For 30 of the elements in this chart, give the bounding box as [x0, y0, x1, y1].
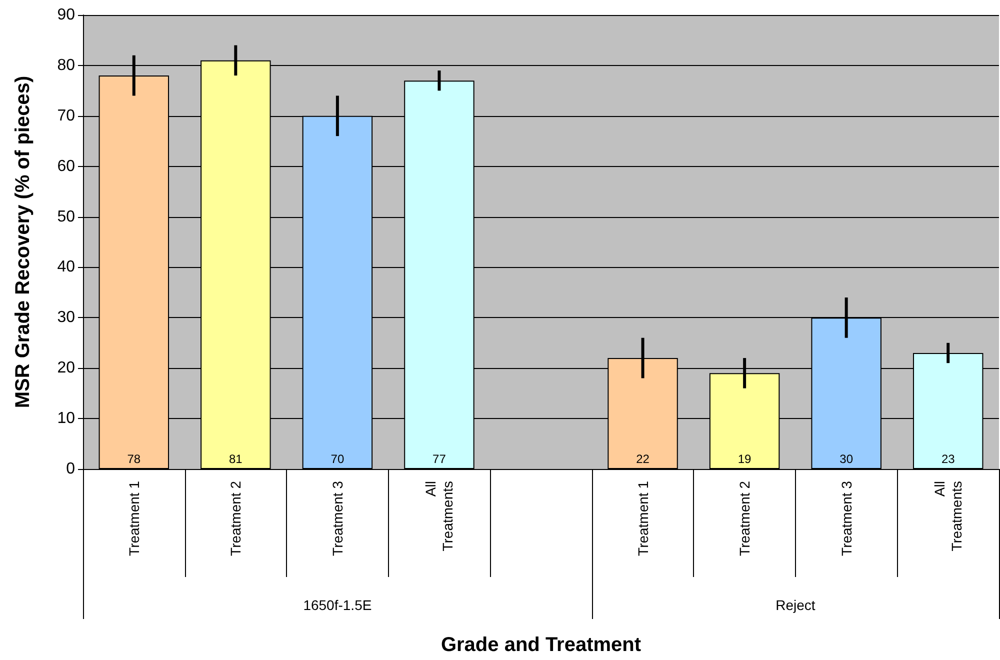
y-tick-label: 90 — [57, 6, 76, 24]
text: Reject — [776, 597, 816, 613]
y-tick-label: 70 — [57, 107, 76, 124]
data-label: 19 — [738, 452, 752, 466]
y-tick-label: 20 — [57, 360, 76, 377]
y-tick-label: 80 — [57, 56, 76, 74]
y-tick-label: 60 — [57, 158, 76, 175]
y-tick-label: 50 — [57, 208, 76, 226]
x-tick-label: All Treatments — [932, 481, 965, 552]
y-tick-label: 0 — [66, 460, 76, 478]
data-label: 30 — [840, 452, 854, 466]
x-tick-label: Treatment 2 — [736, 480, 753, 556]
x-tick-label: Treatment 3 — [329, 480, 346, 556]
y-tick-label: 30 — [57, 309, 76, 326]
y-tick-label: 10 — [57, 410, 76, 428]
data-label: 22 — [636, 452, 650, 466]
data-label: 23 — [941, 452, 956, 466]
x-tick-label: All Treatments — [422, 481, 456, 552]
data-label: 81 — [228, 452, 243, 466]
data-label: 78 — [127, 452, 141, 466]
x-tick-label: Treatment 1 — [634, 480, 651, 556]
data-label: 70 — [330, 452, 344, 466]
text: 1650f-1.5E — [303, 597, 372, 613]
x-tick-label: Treatment 2 — [228, 480, 244, 556]
x-tick-label: Treatment 3 — [838, 480, 854, 556]
y-axis-title: MSR Grade Recovery (% of pieces) — [12, 76, 34, 408]
x-axis-title: Grade and Treatment — [440, 634, 642, 656]
x-tick-label: Treatment 1 — [126, 480, 142, 556]
y-tick-label: 40 — [57, 258, 76, 276]
data-label: 77 — [432, 452, 446, 466]
